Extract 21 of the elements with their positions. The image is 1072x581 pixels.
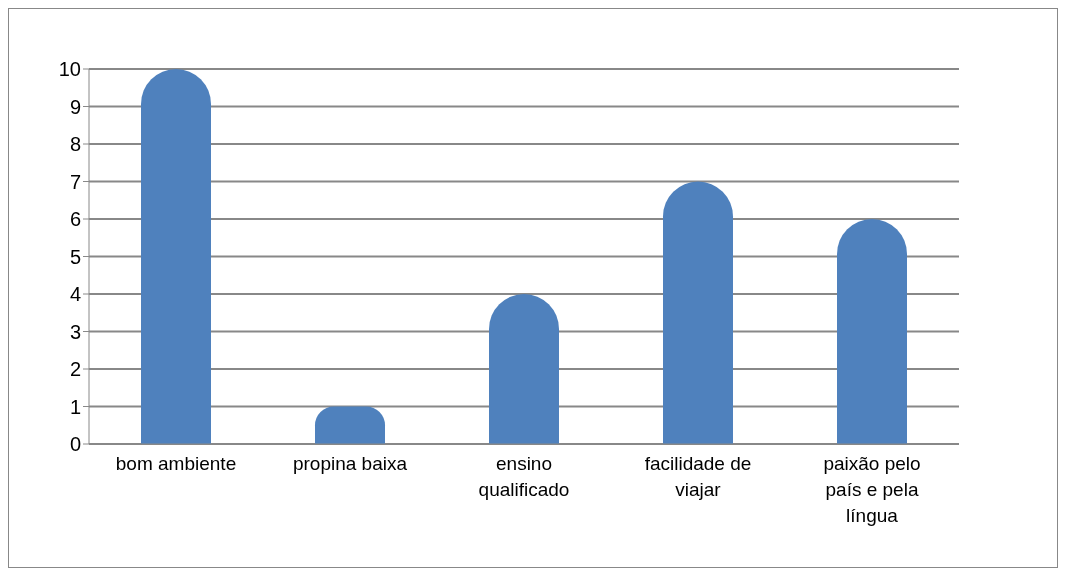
- bar: [141, 69, 211, 444]
- y-tick-label: 7: [69, 170, 81, 193]
- y-tick-label: 10: [58, 58, 81, 81]
- bar: [663, 181, 733, 444]
- x-tick-label: propina baixa: [292, 453, 408, 474]
- x-tick-label: paixão pelo país e pela língua: [823, 453, 921, 526]
- y-tick-label: 3: [69, 320, 81, 343]
- y-tick-label: 4: [69, 283, 81, 306]
- y-tick-label: 5: [69, 245, 81, 268]
- x-tick-label: bom ambiente: [115, 453, 237, 474]
- y-tick-label: 1: [69, 395, 81, 418]
- y-tick-label: 2: [69, 358, 81, 381]
- y-tick-label: 8: [69, 133, 81, 156]
- y-tick-label: 6: [69, 208, 81, 231]
- bar: [837, 219, 907, 444]
- bar: [489, 294, 559, 444]
- x-tick-label: facilidade de viajar: [644, 453, 752, 500]
- y-tick-label: 9: [69, 95, 81, 118]
- x-tick-label: ensino qualificado: [478, 453, 570, 500]
- y-tick-label: 0: [69, 433, 81, 456]
- bar: [315, 406, 385, 444]
